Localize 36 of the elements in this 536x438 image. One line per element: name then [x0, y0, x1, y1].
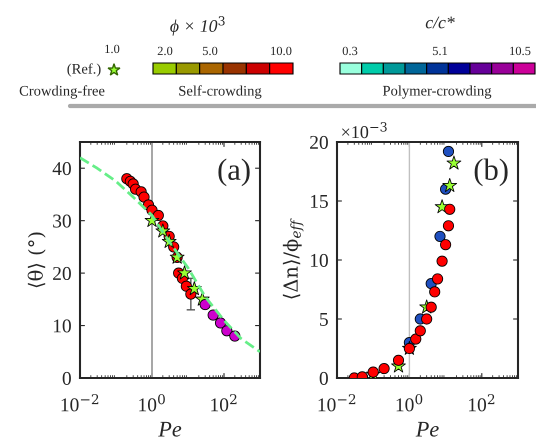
- x-tick-label: 10$^{0}$: [139, 394, 165, 412]
- text: 5.1: [432, 46, 448, 56]
- x-axis-title: Pe: [416, 422, 439, 437]
- y-tick-label: 10: [54, 319, 71, 332]
- text: 1.0: [105, 44, 120, 54]
- y-tick-label: 30: [53, 214, 71, 228]
- x-axis-title: Pe: [158, 422, 182, 437]
- text: 5.0: [202, 46, 218, 56]
- text: Crowding-free: [20, 85, 104, 99]
- y-axis-title: ⟨Δn⟩/ϕ$_{eff}$: [282, 218, 304, 299]
- text: ×10$^{−3}$: [342, 122, 387, 138]
- y-tick-label: 0: [62, 372, 71, 385]
- y-tick-label: 20: [53, 266, 71, 280]
- text: (Ref.): [67, 63, 101, 77]
- text: 0.3: [342, 46, 358, 56]
- text: 10.5: [510, 46, 530, 56]
- y-tick-label: 5: [320, 313, 328, 326]
- x-tick-label: 10$^{−2}$: [318, 394, 356, 412]
- text: c/c*: [426, 16, 455, 28]
- y-tick-label: 0: [320, 372, 328, 385]
- x-tick-label: 10$^{2}$: [469, 394, 494, 412]
- y-tick-label: 40: [52, 162, 71, 176]
- y-tick-label: 10: [310, 254, 328, 267]
- text: Polymer-crowding: [382, 85, 492, 99]
- x-tick-label: 10$^{−2}$: [62, 394, 98, 412]
- x-tick-label: 10$^{0}$: [396, 394, 422, 412]
- text: 2.0: [158, 46, 172, 56]
- text: ϕ × 10$^{3}$: [170, 16, 225, 36]
- text: 10.0: [271, 46, 292, 56]
- y-axis-title: ⟨θ⟩ (°): [28, 232, 46, 288]
- x-tick-label: 10$^{2}$: [211, 394, 236, 412]
- y-tick-label: 20: [310, 136, 328, 149]
- y-tick-label: 15: [310, 194, 328, 208]
- text: Self-crowding: [179, 85, 262, 99]
- annotation: (a): [218, 158, 250, 186]
- annotation: (b): [474, 158, 508, 186]
